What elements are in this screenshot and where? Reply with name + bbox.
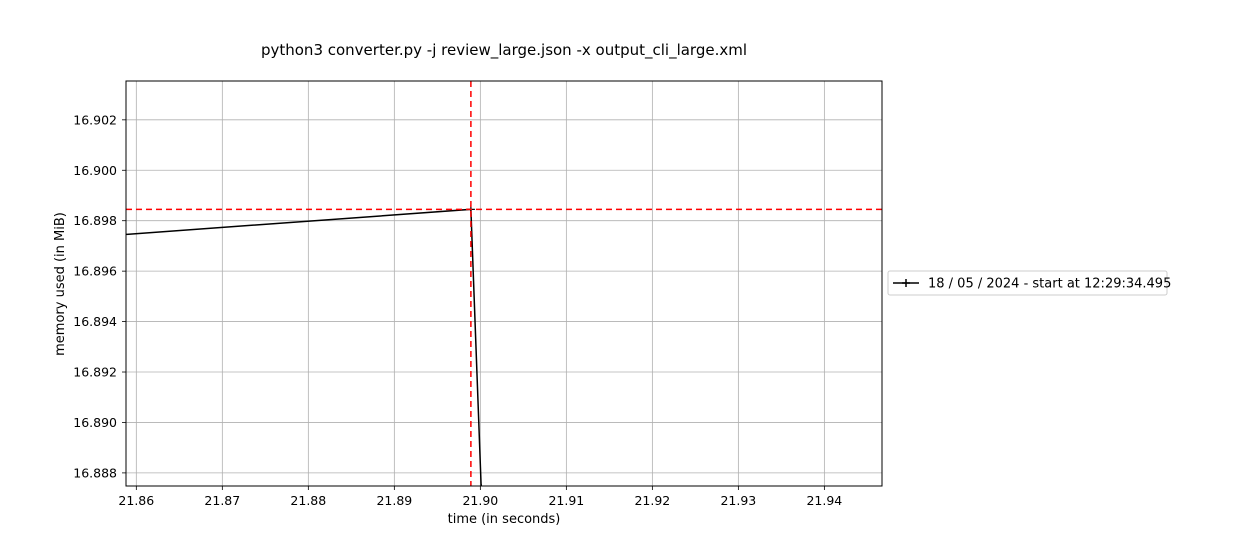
- x-tick-label: 21.94: [806, 493, 842, 508]
- y-tick-label: 16.892: [73, 365, 117, 380]
- x-tick-label: 21.90: [462, 493, 498, 508]
- y-tick-label: 16.902: [73, 112, 117, 127]
- y-tick-label: 16.894: [73, 314, 117, 329]
- x-axis-label: time (in seconds): [448, 512, 561, 527]
- plot-frame: [125, 80, 883, 487]
- legend: 18 / 05 / 2024 - start at 12:29:34.495: [887, 270, 1171, 296]
- y-tick-label: 16.890: [73, 415, 117, 430]
- x-tick-label: 21.86: [118, 493, 154, 508]
- x-tick-label: 21.91: [548, 493, 584, 508]
- series-line: [126, 208, 482, 486]
- x-tick-label: 21.88: [290, 493, 326, 508]
- y-axis: 16.888 16.890 16.892 16.894 16.896 16.898 16.9…: [73, 112, 126, 480]
- grid: [126, 81, 882, 486]
- legend-box: [887, 270, 1168, 296]
- x-tick-label: 21.87: [204, 493, 240, 508]
- y-tick-label: 16.888: [73, 465, 117, 480]
- x-tick-label: 21.93: [720, 493, 756, 508]
- series-point: [480, 484, 482, 486]
- y-tick-label: 16.898: [73, 213, 117, 228]
- legend-label: 18 / 05 / 2024 - start at 12:29:34.495: [928, 277, 1171, 292]
- y-axis-label: memory used (in MiB): [53, 212, 68, 356]
- y-tick-label: 16.900: [73, 163, 117, 178]
- x-tick-label: 21.89: [376, 493, 412, 508]
- y-tick-label: 16.896: [73, 264, 117, 279]
- x-axis: 21.86 21.87 21.88 21.89 21.90 21.91 21.92 21.93…: [118, 486, 842, 508]
- x-tick-label: 21.92: [634, 493, 670, 508]
- chart-title: python3 converter.py -j review_large.jso…: [261, 41, 747, 60]
